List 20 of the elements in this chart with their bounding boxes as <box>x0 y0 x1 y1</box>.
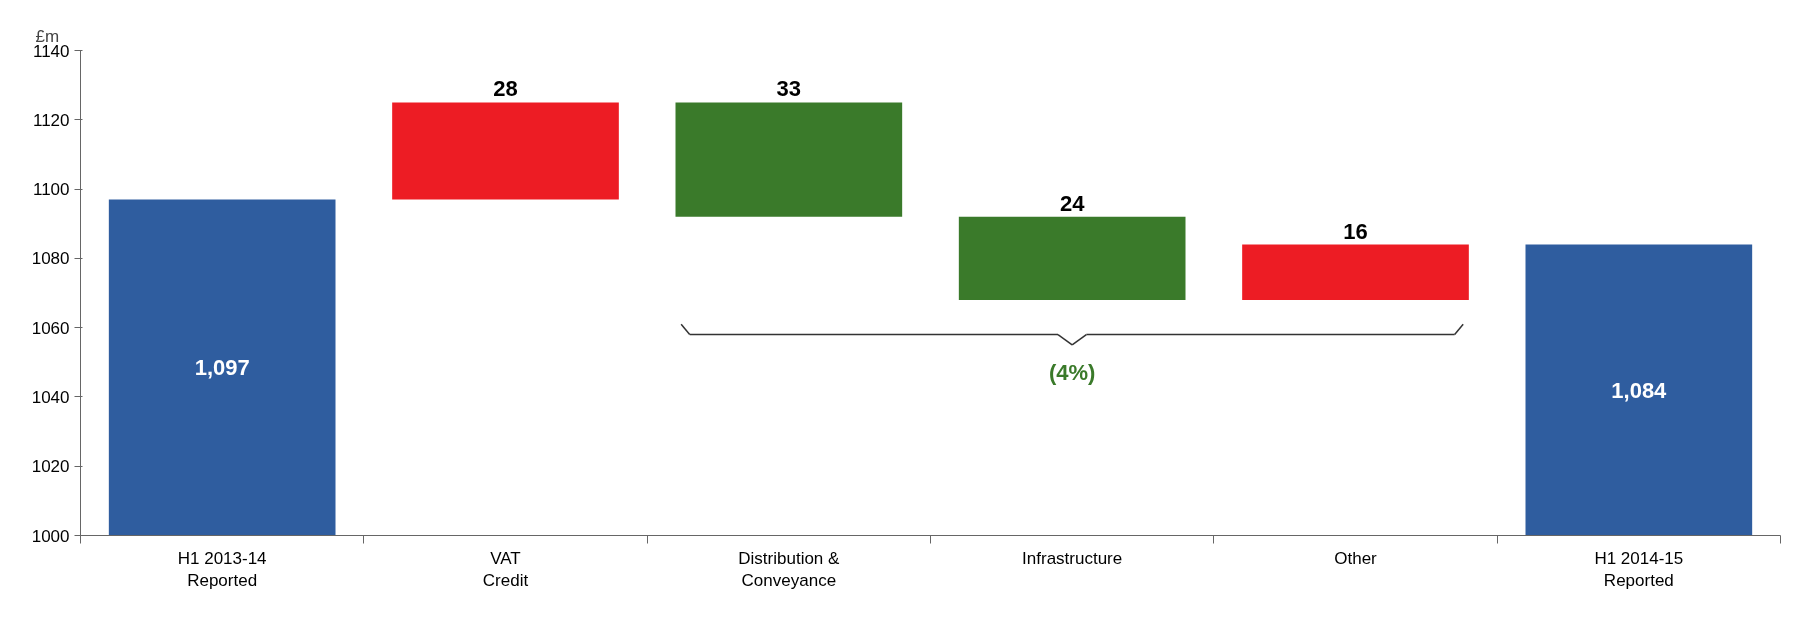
x-tick-label: H1 2014-15 Reported <box>1594 548 1684 591</box>
data-label: 33 <box>776 76 802 102</box>
y-tick-label: 1060 <box>31 318 70 338</box>
x-tick-label: VAT Credit <box>482 548 529 591</box>
data-label: 16 <box>1343 218 1368 244</box>
y-tick-label: 1000 <box>31 526 70 546</box>
y-tick-label: 1040 <box>31 387 70 407</box>
x-tick-label: H1 2013-14 Reported <box>177 548 267 591</box>
y-tick-label: 1100 <box>32 180 70 200</box>
x-tick-label: Other <box>1334 548 1378 568</box>
y-tick-label: 1020 <box>31 457 70 477</box>
x-tick-label: Infrastructure <box>1022 548 1123 568</box>
y-tick-label: 1080 <box>31 249 70 269</box>
data-label: 1,084 <box>1611 377 1668 403</box>
data-label: 28 <box>493 76 518 102</box>
annotation: (4%) <box>1048 360 1096 386</box>
data-label: 1,097 <box>194 354 250 380</box>
x-tick-label: Distribution & Conveyance <box>738 548 841 591</box>
data-label: 24 <box>1059 190 1086 216</box>
y-tick-label: 1120 <box>32 110 70 130</box>
